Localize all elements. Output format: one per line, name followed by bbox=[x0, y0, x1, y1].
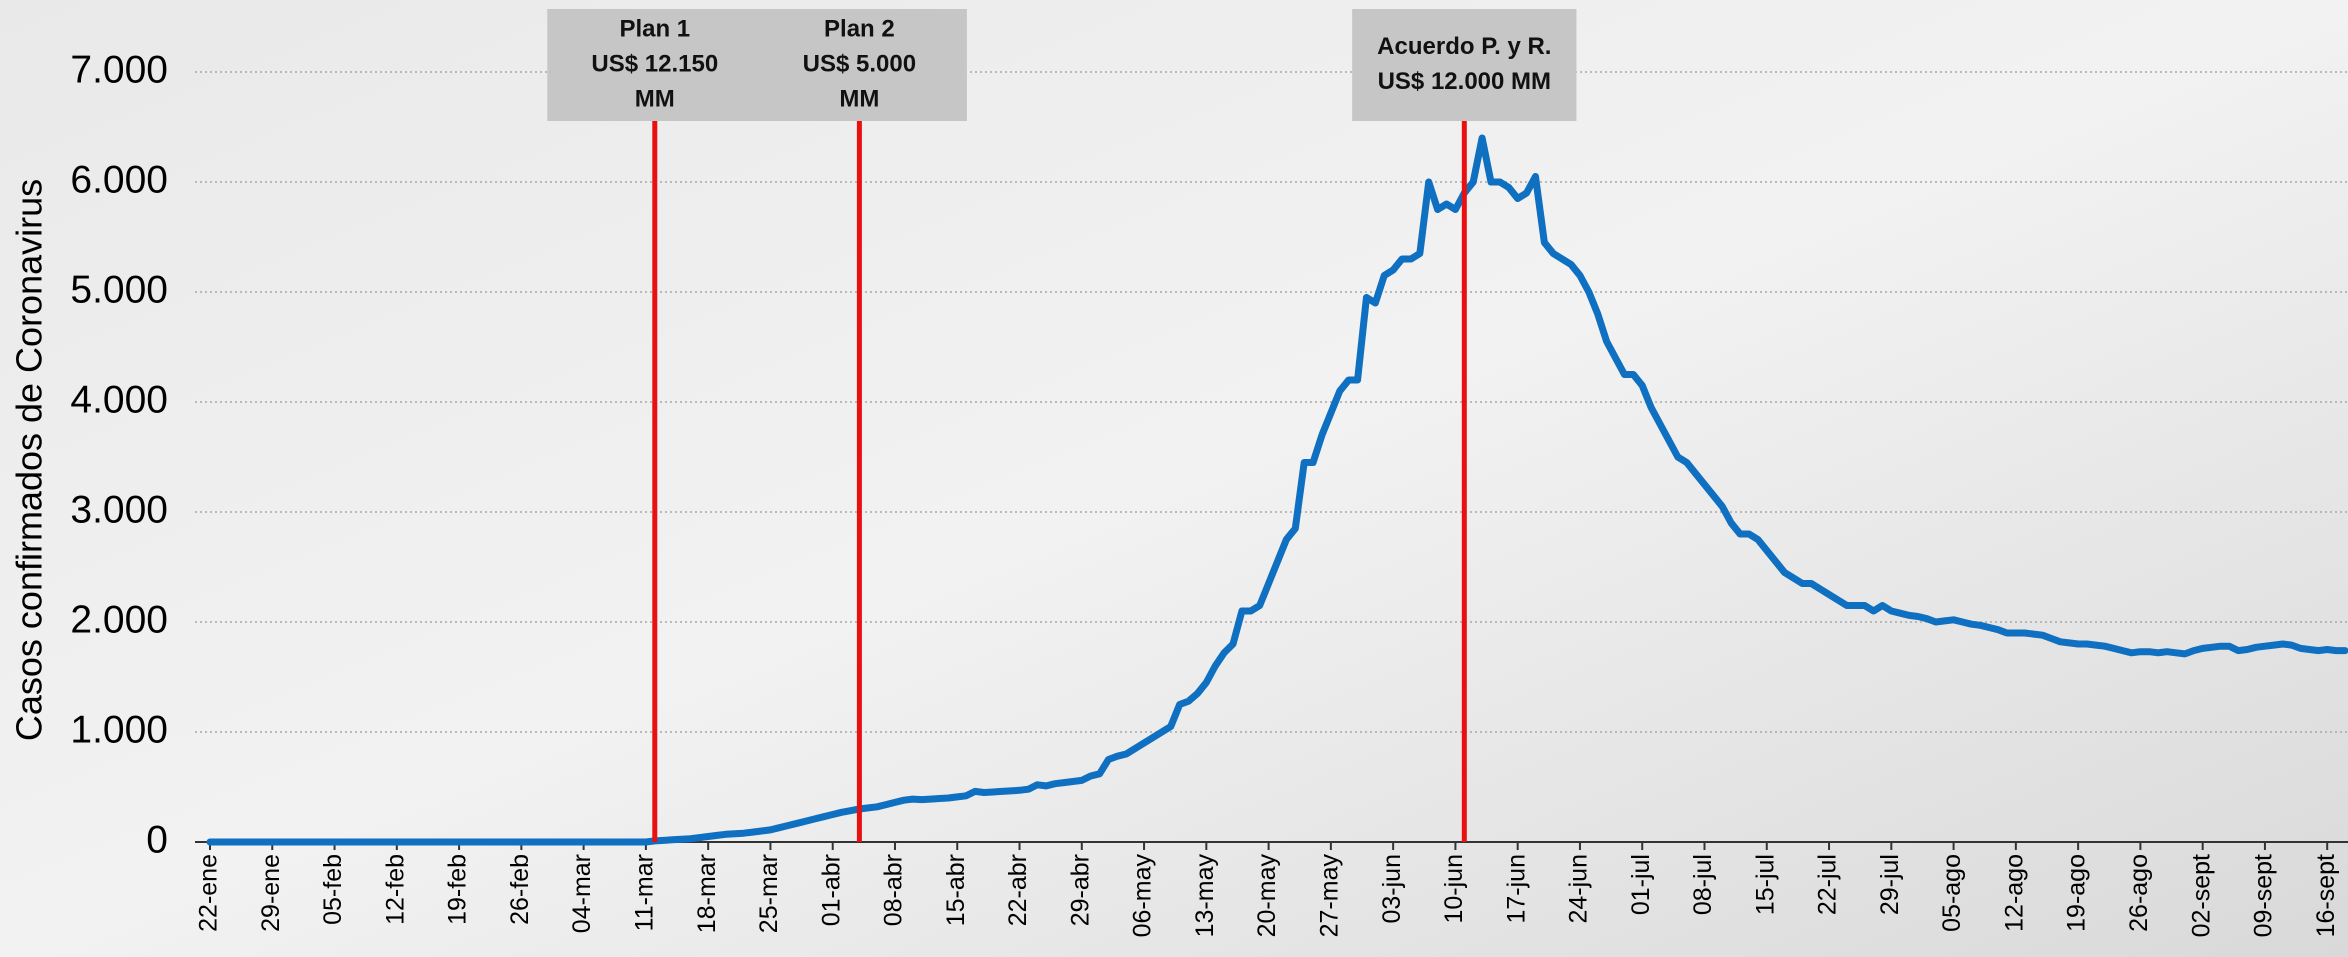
x-tick-label: 11-mar bbox=[631, 854, 659, 931]
x-tick-label: 19-feb bbox=[444, 854, 472, 925]
y-tick-label: 0 bbox=[146, 818, 168, 861]
annotation-text: US$ 5.000 bbox=[803, 50, 916, 77]
x-tick-label: 25-mar bbox=[755, 854, 783, 933]
x-tick-label: 01-jul bbox=[1627, 854, 1655, 915]
x-tick-label: 05-ago bbox=[1938, 854, 1966, 932]
x-tick-label: 26-feb bbox=[506, 854, 534, 925]
x-tick-label: 12-feb bbox=[381, 854, 409, 925]
x-tick-label: 20-may bbox=[1253, 854, 1281, 938]
annotation-text: Acuerdo P. y R. bbox=[1377, 33, 1551, 60]
x-tick-label: 02-sept bbox=[2187, 854, 2215, 937]
y-tick-label: 7.000 bbox=[70, 48, 168, 91]
x-tick-label: 12-ago bbox=[2000, 854, 2028, 932]
annotation: Acuerdo P. y R. US$ 12.000 MM bbox=[1352, 9, 1577, 842]
annotation-text: US$ 12.000 MM bbox=[1378, 68, 1551, 95]
x-tick-label: 17-jun bbox=[1502, 854, 1530, 924]
y-tick-label: 1.000 bbox=[70, 708, 168, 751]
annotation: Plan 1 US$ 12.150 MM bbox=[547, 9, 763, 842]
x-tick-label: 24-jun bbox=[1565, 854, 1593, 924]
x-tick-label: 27-may bbox=[1315, 854, 1343, 938]
y-tick-label: 5.000 bbox=[70, 268, 168, 311]
x-tick-label: 19-ago bbox=[2063, 854, 2091, 932]
x-tick-label: 08-abr bbox=[880, 854, 908, 926]
x-tick-label: 29-abr bbox=[1066, 854, 1094, 926]
annotation: Plan 2 US$ 5.000 MM bbox=[751, 9, 967, 842]
x-tick-label: 16-sept bbox=[2312, 854, 2340, 937]
annotation-text: MM bbox=[635, 85, 675, 112]
x-tick-label: 22-jul bbox=[1814, 854, 1842, 915]
x-tick-label: 10-jun bbox=[1440, 854, 1468, 924]
x-tick-label: 03-jun bbox=[1378, 854, 1406, 924]
x-tick-label: 15-abr bbox=[942, 854, 970, 926]
x-tick-label: 29-jul bbox=[1876, 854, 1904, 915]
x-tick-label: 06-may bbox=[1129, 854, 1157, 938]
x-tick-label: 22-abr bbox=[1004, 854, 1032, 926]
data-line bbox=[206, 134, 2348, 846]
x-tick-label: 05-feb bbox=[319, 854, 347, 925]
x-tick-label: 09-sept bbox=[2250, 854, 2278, 937]
x-tick-label: 18-mar bbox=[693, 854, 721, 933]
annotation-box bbox=[751, 9, 967, 121]
x-tick-label: 22-ene bbox=[195, 854, 223, 932]
y-tick-label: 3.000 bbox=[70, 488, 168, 531]
x-tick-label: 04-mar bbox=[568, 854, 596, 933]
x-tick-label: 29-ene bbox=[257, 854, 285, 932]
y-tick-label: 4.000 bbox=[70, 378, 168, 421]
y-tick-label: 2.000 bbox=[70, 598, 168, 641]
x-tick-label: 15-jul bbox=[1751, 854, 1779, 915]
x-tick-label: 13-may bbox=[1191, 854, 1219, 938]
annotation-text: US$ 12.150 bbox=[591, 50, 718, 77]
annotation-box bbox=[547, 9, 763, 121]
y-tick-label: 6.000 bbox=[70, 158, 168, 201]
x-tick-label: 26-ago bbox=[2125, 854, 2153, 932]
annotation-text: Plan 2 bbox=[824, 15, 895, 42]
annotation-text: MM bbox=[839, 85, 879, 112]
x-tick-label: 01-abr bbox=[817, 854, 845, 926]
annotation-text: Plan 1 bbox=[619, 15, 690, 42]
annotation-box bbox=[1352, 9, 1577, 121]
x-tick-label: 08-jul bbox=[1689, 854, 1717, 915]
y-axis-title: Casos confirmados de Coronavirus bbox=[9, 179, 50, 741]
